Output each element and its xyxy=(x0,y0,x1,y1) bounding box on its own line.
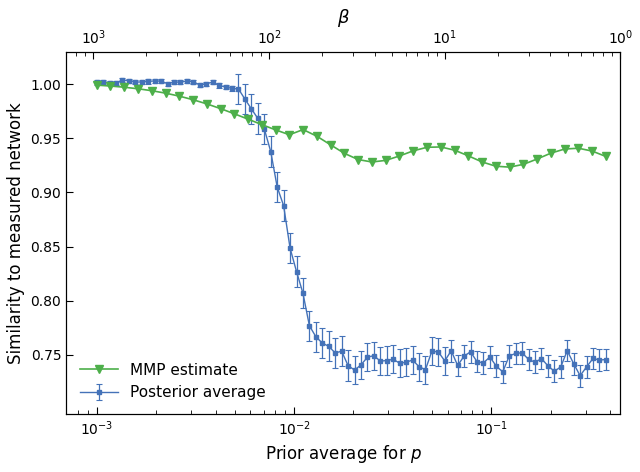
X-axis label: $\beta$: $\beta$ xyxy=(337,7,349,29)
Legend: MMP estimate, Posterior average: MMP estimate, Posterior average xyxy=(74,356,272,406)
X-axis label: Prior average for $p$: Prior average for $p$ xyxy=(265,443,422,465)
Y-axis label: Similarity to measured network: Similarity to measured network xyxy=(7,102,25,364)
